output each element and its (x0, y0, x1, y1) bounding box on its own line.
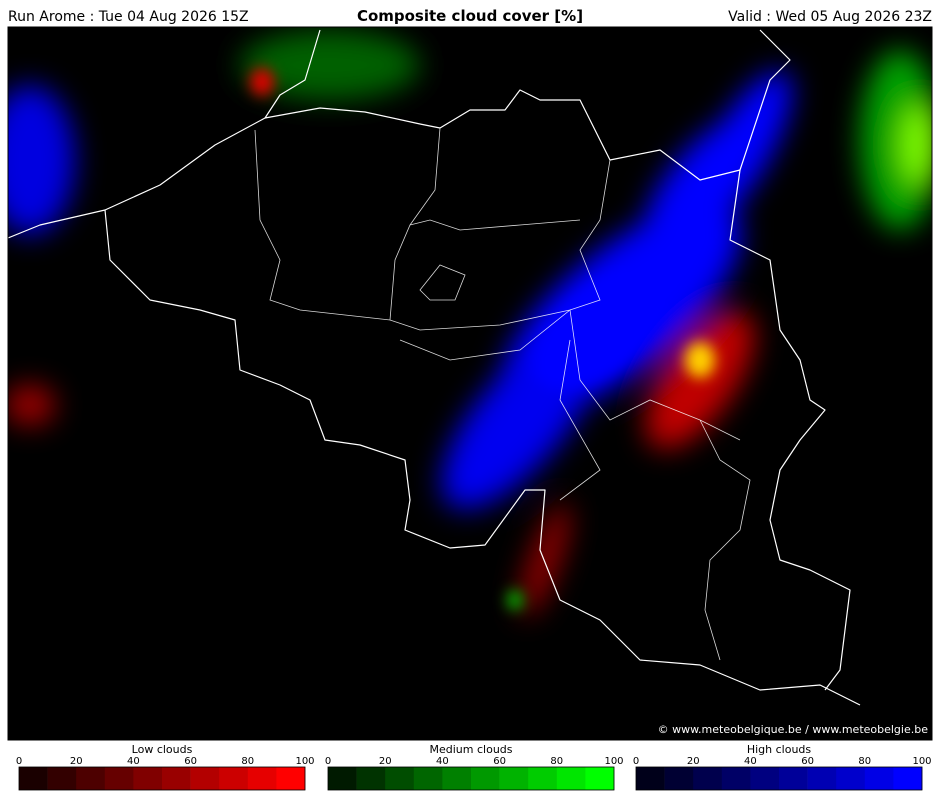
legend-title: Medium clouds (430, 743, 513, 756)
legend-swatch (693, 767, 723, 790)
legend-tick-label: 100 (604, 756, 623, 767)
legend-swatch (47, 767, 77, 790)
legend-swatch (133, 767, 163, 790)
legend-swatch (721, 767, 751, 790)
legend-tick-label: 80 (241, 756, 254, 767)
legend-swatch (499, 767, 529, 790)
legend-swatch (893, 767, 923, 790)
legend-swatch (356, 767, 386, 790)
legend-swatch (807, 767, 837, 790)
map-frame (7, 26, 933, 741)
legends: Low clouds 0 20 40 60 80 100 Medium clouds 0 20 40… (16, 743, 932, 791)
legend-tick-label: 80 (550, 756, 563, 767)
legend-swatch (556, 767, 586, 790)
legend-title: High clouds (747, 743, 812, 756)
map-title: Composite cloud cover [%] (357, 7, 583, 25)
legend-swatch (528, 767, 558, 790)
legend-swatch (219, 767, 249, 790)
legend-swatch (276, 767, 306, 790)
legend-tick-label: 60 (801, 756, 814, 767)
legend-swatch (162, 767, 191, 790)
legend-tick-label: 40 (436, 756, 449, 767)
legend-frame (635, 766, 923, 791)
legend-tick-label: 20 (687, 756, 700, 767)
legend-swatch (836, 767, 866, 790)
legend-tick-label: 100 (912, 756, 931, 767)
legend-swatch (247, 767, 277, 790)
valid-label: Valid : Wed 05 Aug 2026 23Z (728, 9, 932, 25)
legend-tick-label: 0 (16, 756, 22, 767)
map-background (8, 27, 932, 740)
legend-swatch (750, 767, 780, 790)
legend-swatch (585, 767, 615, 790)
legend-tick-label: 100 (295, 756, 314, 767)
legend-swatch (413, 767, 443, 790)
legend-swatch (104, 767, 134, 790)
legend-tick-label: 60 (184, 756, 197, 767)
legend-frame (18, 766, 306, 791)
legend-swatch (328, 767, 357, 790)
legend-swatch (864, 767, 894, 790)
legend-tick-label: 0 (633, 756, 639, 767)
legend-swatch (19, 767, 48, 790)
legend-swatch (190, 767, 220, 790)
legend-swatch (385, 767, 415, 790)
legend-frame (327, 766, 615, 791)
legend-tick-label: 0 (325, 756, 331, 767)
legend-swatch (471, 767, 500, 790)
belgium-border (104, 29, 861, 706)
map: © www.meteobelgique.be / www.meteobelgie… (8, 27, 932, 740)
legend-swatch (779, 767, 808, 790)
legend-tick-label: 60 (493, 756, 506, 767)
legend-tick-label: 20 (379, 756, 392, 767)
legend-title: Low clouds (132, 743, 193, 756)
legend-tick-label: 80 (858, 756, 871, 767)
coast-border (8, 29, 441, 239)
legend-tick-label: 40 (127, 756, 140, 767)
legend-tick-label: 40 (744, 756, 757, 767)
legend-swatch (636, 767, 665, 790)
legend-swatch (76, 767, 106, 790)
legend-tick-label: 20 (70, 756, 83, 767)
legend-swatch (664, 767, 694, 790)
credit: © www.meteobelgique.be / www.meteobelgie… (658, 723, 929, 736)
legend-swatch (442, 767, 472, 790)
run-label: Run Arome : Tue 04 Aug 2026 15Z (8, 9, 249, 25)
province-borders (254, 127, 751, 661)
